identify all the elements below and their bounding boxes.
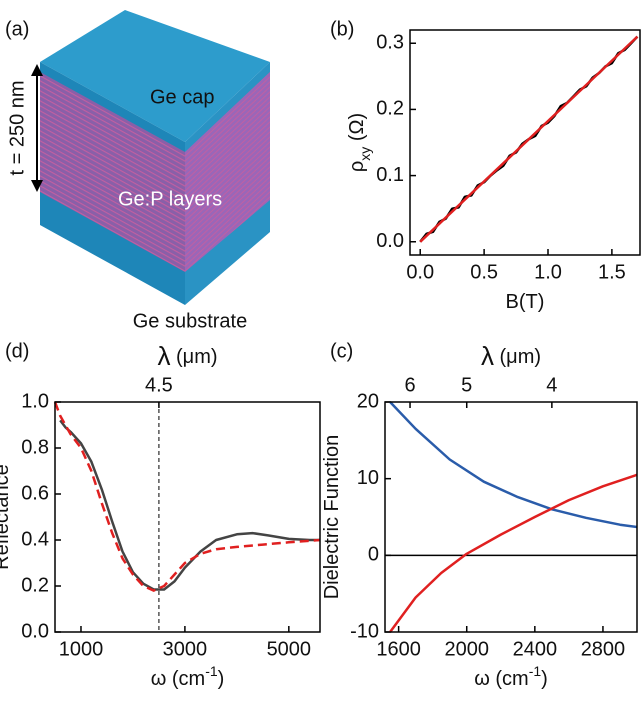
x-axis-label-part: -1 [205,663,218,679]
y-tick-label: 0.8 [21,436,49,458]
thickness-label: t = 250 nm [6,80,28,175]
plot-frame [409,29,641,256]
x2-axis-label-part: λ [481,341,494,371]
y-tick-label: 0.2 [376,98,404,120]
series-line [59,419,320,591]
x2-axis-label: λ (μm) [157,341,217,371]
y-tick-label: 0.0 [376,230,404,252]
y-tick-label: 20 [357,390,379,412]
x2-tick-label: 5 [461,374,472,396]
x-axis-label: B(T) [506,291,545,313]
plot-frame [54,401,321,633]
y-tick-label: 0.2 [21,574,49,596]
y-tick-label: -10 [350,620,379,642]
y-axis-label-part: ρ [346,161,368,172]
plot-frame [384,401,638,633]
x2-tick-label: 6 [404,374,415,396]
y-axis-label: ρxy (Ω) [346,113,372,172]
cap-label: Ge cap [150,86,214,108]
x2-tick-label: 4 [546,374,557,396]
panel-label: (b) [330,18,354,40]
x2-axis-label-part: λ [157,341,170,371]
y-axis-label-part: Reflectance [0,464,13,570]
x-axis-label-part: ω (cm [474,668,529,690]
x-axis-label-part: B(T) [506,291,545,313]
x-axis-label-part: ω (cm [151,668,206,690]
x-tick-label: 0.5 [470,261,498,283]
x-tick-label: 1600 [376,638,421,660]
series-line [419,35,639,243]
x-axis-label-part: ) [218,668,225,690]
panel-label: (c) [330,340,353,362]
x2-axis-label-part: (μm) [494,346,541,368]
series-line [389,473,638,633]
x2-tick-label: 4.5 [145,374,173,396]
panel-label: (a) [5,18,29,40]
x-axis-label-part: ) [541,668,548,690]
x-tick-label: 2800 [581,638,626,660]
x-tick-label: 1.5 [598,261,626,283]
y-tick-label: 1.0 [21,390,49,412]
x-tick-label: 1000 [59,638,104,660]
x2-axis-label: λ (μm) [481,341,541,371]
y-axis-label-part: (Ω) [346,113,368,147]
y-tick-label: 0.1 [376,164,404,186]
y-axis-label-part: Dielectric Function [321,435,343,600]
layer-block [31,10,270,305]
y-tick-label: 0 [368,544,379,566]
substrate-label: Ge substrate [133,310,248,332]
y-axis-label: Reflectance [0,464,13,570]
x-tick-label: 5000 [267,638,312,660]
x-axis-label-part: -1 [529,663,542,679]
y-tick-label: 10 [357,467,379,489]
y-tick-label: 0.6 [21,482,49,504]
panel-label: (d) [5,340,29,362]
x-tick-label: 0.0 [406,261,434,283]
series-line [389,401,638,529]
y-tick-label: 0.3 [376,32,404,54]
x-axis-label: ω (cm-1) [151,663,225,691]
y-tick-label: 0.4 [21,528,49,550]
x2-axis-label-part: (μm) [170,346,217,368]
y-axis-label-part: xy [357,147,373,161]
y-tick-label: 0.0 [21,620,49,642]
x-axis-label: ω (cm-1) [474,663,548,691]
layers-label: Ge:P layers [118,188,222,210]
x-tick-label: 2400 [513,638,558,660]
x-tick-label: 1.0 [534,261,562,283]
x-tick-label: 2000 [444,638,489,660]
x-tick-label: 3000 [163,638,208,660]
y-axis-label: Dielectric Function [321,435,343,600]
series-line [53,401,321,592]
